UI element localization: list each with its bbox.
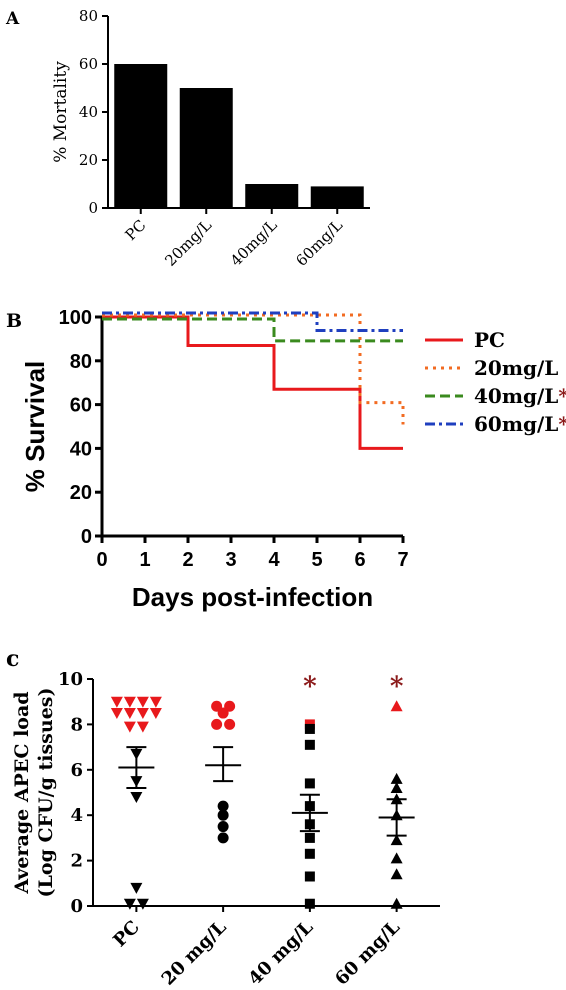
data-point [123,708,136,720]
data-point [110,708,123,720]
x-tick-label-b: 0 [96,549,107,571]
y-axis-label-b: % Survival [20,361,50,493]
bar-2 [179,88,233,208]
legend-label: 40mg/L* [474,384,566,408]
significance-marker: * [390,672,404,702]
x-tick-label-c: 40 mg/L [244,916,317,989]
data-point [217,800,229,812]
data-point [390,852,403,864]
data-point [217,821,229,833]
y-tick-label-b: 100 [59,307,92,329]
data-point [217,832,229,844]
data-point [123,696,136,708]
y-tick-label-c: 4 [70,805,83,826]
significance-marker: * [303,672,317,702]
x-tick-label-c: 60 mg/L [331,916,404,989]
chart-b-legend: PC 20mg/L 40mg/L* 60mg/L* [425,328,566,436]
data-point [110,696,123,708]
data-point [304,871,315,882]
x-tick-label-a: 40mg/L [227,216,281,270]
data-point [130,792,143,804]
x-tick-label-b: 2 [182,549,193,571]
data-point [390,772,403,784]
data-point [136,708,149,720]
data-point [136,898,149,910]
chart-b-survival: 0 20 40 60 80 100 0 1 2 3 4 5 6 7 % Survival Days post-… [20,307,409,612]
y-tick-label-b: 60 [70,395,92,417]
y-tick-label-a: 40 [79,103,98,121]
panel-label-b: B [6,310,22,332]
legend-label: 60mg/L* [474,412,566,436]
data-point [224,700,236,712]
panel-label-c: c [6,646,19,672]
data-point [390,834,403,846]
data-point [304,778,315,789]
data-point [304,832,315,843]
y-tick-label-a: 60 [79,55,98,73]
x-tick-label-a: 20mg/L [161,216,215,270]
data-point [136,721,149,733]
y-tick-label-c: 6 [70,760,83,781]
data-point [130,882,143,894]
survival-line-2 [102,313,405,425]
x-tick-label-a: PC [122,216,150,244]
x-tick-label-c: 20 mg/L [158,916,231,989]
data-point [211,718,223,730]
y-axis-label2-c: (Log CFU/g tissues) [35,688,57,898]
y-tick-label-c: 10 [58,669,83,690]
y-tick-label-c: 0 [70,896,83,917]
y-axis-label-c: Average APEC load [11,691,33,894]
data-point [390,868,403,880]
data-point [123,721,136,733]
survival-line-4 [102,311,403,333]
x-tick-label-a: 60mg/L [292,216,346,270]
x-tick-label-b: 3 [225,549,236,571]
data-point [304,739,315,750]
significance-marker: * [558,412,566,436]
significance-marker: * [558,384,566,408]
x-tick-label-b: 4 [268,549,280,571]
y-tick-label-c: 2 [70,851,83,872]
data-point [304,723,315,734]
x-tick-label-c: PC [109,917,144,952]
data-point [149,696,162,708]
data-point [304,848,315,859]
x-tick-label-b: 5 [311,549,322,571]
data-point [217,809,229,821]
data-point [217,707,229,719]
data-point [149,708,162,720]
y-tick-label-c: 8 [70,714,83,735]
bar-3 [245,184,299,208]
data-point [390,700,403,712]
data-point [224,718,236,730]
bar-4 [310,186,364,208]
y-tick-label-b: 80 [70,351,92,373]
data-point [211,700,223,712]
legend-label: 20mg/L [474,356,558,380]
data-point [390,781,403,793]
y-tick-label-a: 80 [79,7,98,25]
legend-label: PC [474,328,505,352]
y-tick-label-b: 0 [81,526,92,548]
y-axis-label-a: % Mortality [51,61,71,163]
bar-1 [114,64,168,208]
x-axis-label-b: Days post-infection [132,582,373,612]
chart-a-mortality: 0 20 40 60 80 PC 20mg/L 40mg/L 60mg/L % Mortality [51,7,370,270]
panel-label-a: A [5,9,20,29]
y-tick-label-b: 40 [70,438,92,460]
data-point [123,898,136,910]
data-point [304,898,315,909]
y-tick-label-b: 20 [70,482,92,504]
data-point [390,897,403,909]
x-tick-label-b: 6 [354,549,365,571]
y-tick-label-a: 0 [88,199,98,217]
survival-line-1 [102,315,403,450]
x-tick-label-b: 1 [139,549,150,571]
x-tick-label-b: 7 [397,549,408,571]
data-point [136,696,149,708]
chart-c-apec-load: 0 2 4 6 8 10 PC 20 mg/L * 40 mg/L * 60 mg/L Average … [11,669,440,990]
survival-line-3 [102,317,403,343]
y-tick-label-a: 20 [79,151,98,169]
